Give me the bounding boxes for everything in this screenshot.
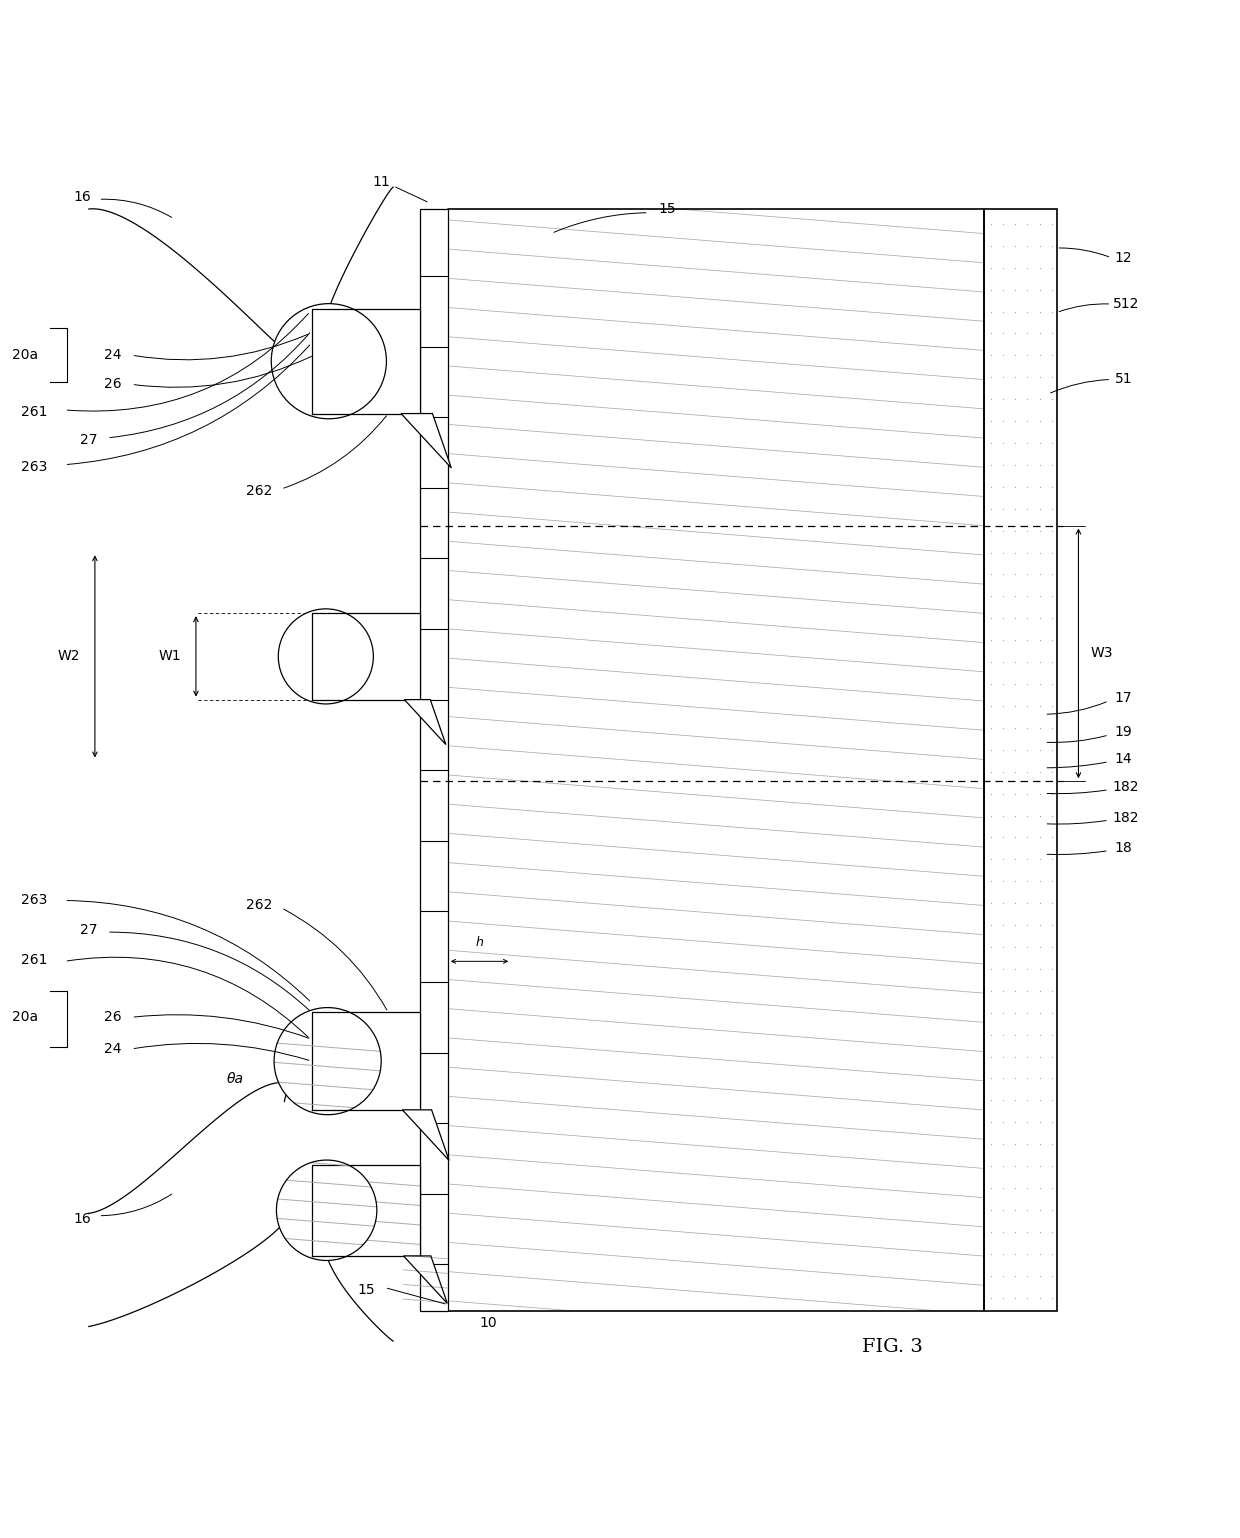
Text: 24: 24 [104, 348, 122, 361]
Text: 261: 261 [21, 954, 47, 967]
Text: 26: 26 [104, 1010, 122, 1024]
Bar [311, 1012, 420, 1110]
Text: 182: 182 [1112, 780, 1140, 794]
Text: 15: 15 [357, 1283, 376, 1297]
Polygon shape [404, 700, 446, 744]
Text: W2: W2 [58, 649, 81, 663]
Text: 182: 182 [1112, 811, 1140, 824]
Text: 10: 10 [480, 1317, 497, 1330]
Text: W1: W1 [159, 649, 181, 663]
Text: 16: 16 [74, 189, 92, 205]
Text: 15: 15 [658, 201, 676, 215]
Text: 27: 27 [81, 923, 98, 937]
Text: FIG. 3: FIG. 3 [862, 1338, 923, 1357]
Text: 20a: 20a [11, 348, 37, 361]
Text: 263: 263 [21, 894, 47, 907]
Bar [983, 209, 1056, 1310]
Polygon shape [401, 414, 451, 468]
Bar [311, 1164, 420, 1257]
Text: 16: 16 [74, 1212, 92, 1226]
Circle shape [277, 1160, 377, 1261]
Circle shape [272, 303, 387, 418]
Text: 18: 18 [1115, 841, 1132, 855]
Bar [311, 614, 420, 700]
Text: 11: 11 [372, 175, 389, 189]
Text: 512: 512 [1112, 297, 1140, 311]
Text: 27: 27 [81, 434, 98, 448]
Text: 12: 12 [1115, 251, 1132, 265]
Polygon shape [403, 1257, 448, 1303]
Text: 20a: 20a [11, 1010, 37, 1024]
Text: W3: W3 [1091, 646, 1114, 660]
Polygon shape [403, 1110, 449, 1161]
Text: t: t [432, 937, 436, 949]
Text: 24: 24 [104, 1041, 122, 1057]
Text: 26: 26 [104, 377, 122, 391]
Text: 262: 262 [246, 898, 273, 912]
Text: 51: 51 [1115, 372, 1132, 386]
Text: 261: 261 [21, 406, 47, 420]
Text: 262: 262 [246, 484, 273, 498]
Circle shape [274, 1007, 381, 1115]
Text: θa: θa [227, 1072, 243, 1086]
Bar [448, 209, 1044, 1310]
Text: 263: 263 [21, 460, 47, 474]
Text: h: h [476, 937, 484, 949]
Bar [311, 309, 420, 414]
Circle shape [278, 609, 373, 704]
Text: 14: 14 [1115, 752, 1132, 766]
Bar [420, 209, 448, 1310]
Text: 19: 19 [1115, 726, 1132, 740]
Text: 17: 17 [1115, 692, 1132, 706]
